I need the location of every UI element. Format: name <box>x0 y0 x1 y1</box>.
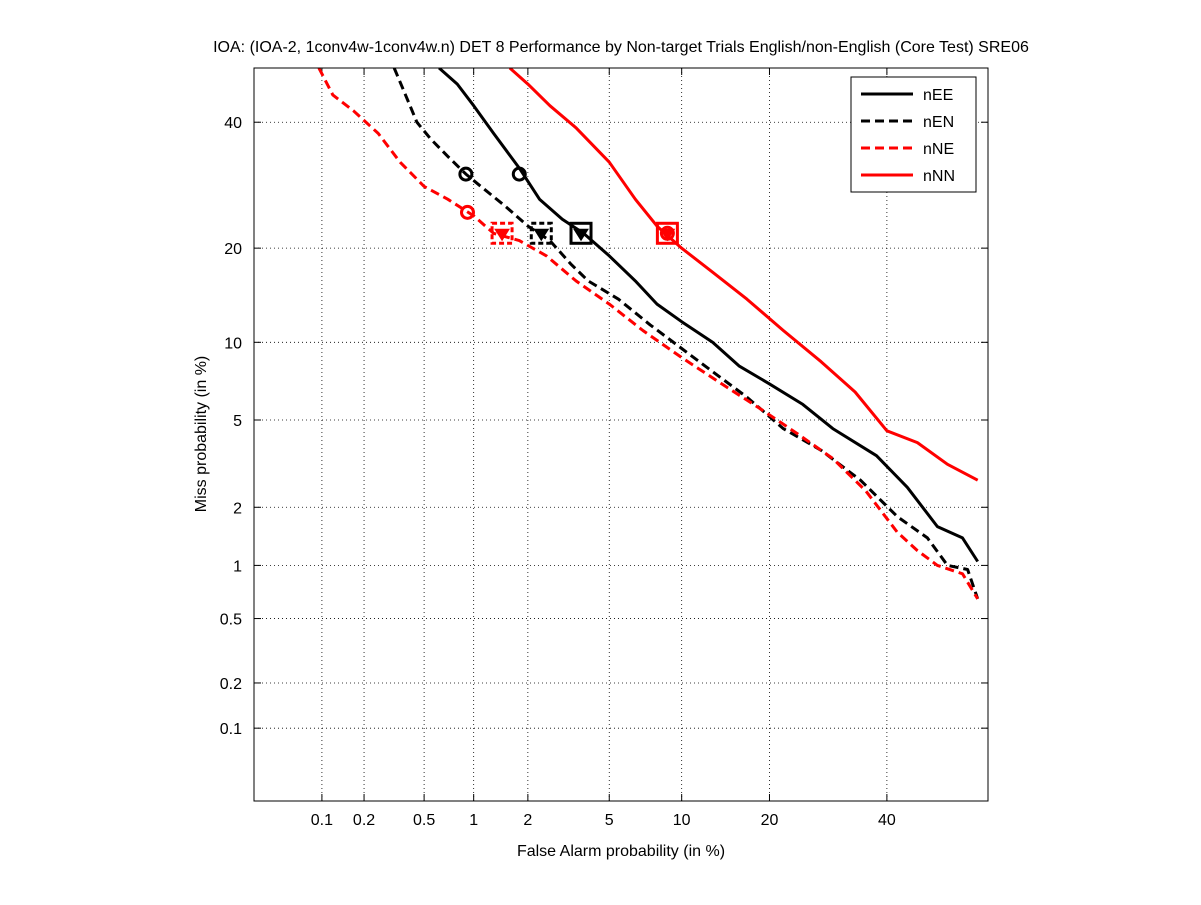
x-tick-label: 0.1 <box>311 812 333 829</box>
series-line-nEN <box>392 68 980 600</box>
plot-frame <box>253 67 989 802</box>
legend: nEE nEN nNE nNN <box>850 76 977 193</box>
act-dcf-triangle-nEE <box>573 228 589 242</box>
y-tick-label: 20 <box>224 241 242 258</box>
dcf-markers <box>458 166 679 245</box>
x-tick-label: 5 <box>605 812 614 829</box>
x-axis-label: False Alarm probability (in %) <box>517 843 725 860</box>
series-line-nNE <box>317 68 979 600</box>
legend-label-nNN: nNN <box>923 168 955 185</box>
min-dcf-marker-nEE <box>511 166 527 182</box>
series-line-nEE <box>438 68 979 563</box>
legend-label-nEE: nEE <box>923 87 953 104</box>
y-tick-label: 40 <box>224 115 242 132</box>
y-tick-label: 2 <box>233 500 242 517</box>
legend-label-nNE: nNE <box>923 141 954 158</box>
x-tick-label: 40 <box>878 812 896 829</box>
legend-box <box>850 76 977 193</box>
y-axis-label: Miss probability (in %) <box>193 356 210 512</box>
act-dcf-triangle-nNN <box>659 228 676 242</box>
act-dcf-box-nNN <box>655 221 679 245</box>
x-tick-label: 0.2 <box>353 812 375 829</box>
y-tick-label: 10 <box>224 335 242 352</box>
chart-title: IOA: (IOA-2, 1conv4w-1conv4w.n) DET 8 Pe… <box>213 39 1029 56</box>
x-tick-label: 20 <box>761 812 779 829</box>
x-tick-label: 10 <box>673 812 691 829</box>
y-tick-label: 1 <box>233 558 242 575</box>
y-tick-label: 0.2 <box>220 676 242 693</box>
act-dcf-box-nNE <box>490 221 514 245</box>
act-dcf-box-nEE <box>569 221 593 245</box>
y-tick-label: 0.5 <box>220 612 242 629</box>
act-dcf-triangle-nEN <box>533 228 550 242</box>
min-dcf-marker-nNE <box>459 204 475 220</box>
x-tick-label: 1 <box>469 812 478 829</box>
series-line-nNN <box>508 68 979 482</box>
axis-ticks: 0.1 0.2 0.5 1 2 5 10 20 40 0.1 0.2 0.5 1 2 5 10 20 40 <box>220 68 988 829</box>
min-dcf-marker-nEN <box>458 166 474 182</box>
act-dcf-box-nEN <box>529 221 553 245</box>
y-tick-label: 0.1 <box>220 721 242 738</box>
y-tick-label: 5 <box>233 413 242 430</box>
legend-label-nEN: nEN <box>923 114 954 131</box>
series-lines <box>317 68 980 600</box>
x-tick-label: 0.5 <box>413 812 435 829</box>
act-dcf-triangle-nNE <box>494 228 510 242</box>
x-tick-label: 2 <box>523 812 532 829</box>
